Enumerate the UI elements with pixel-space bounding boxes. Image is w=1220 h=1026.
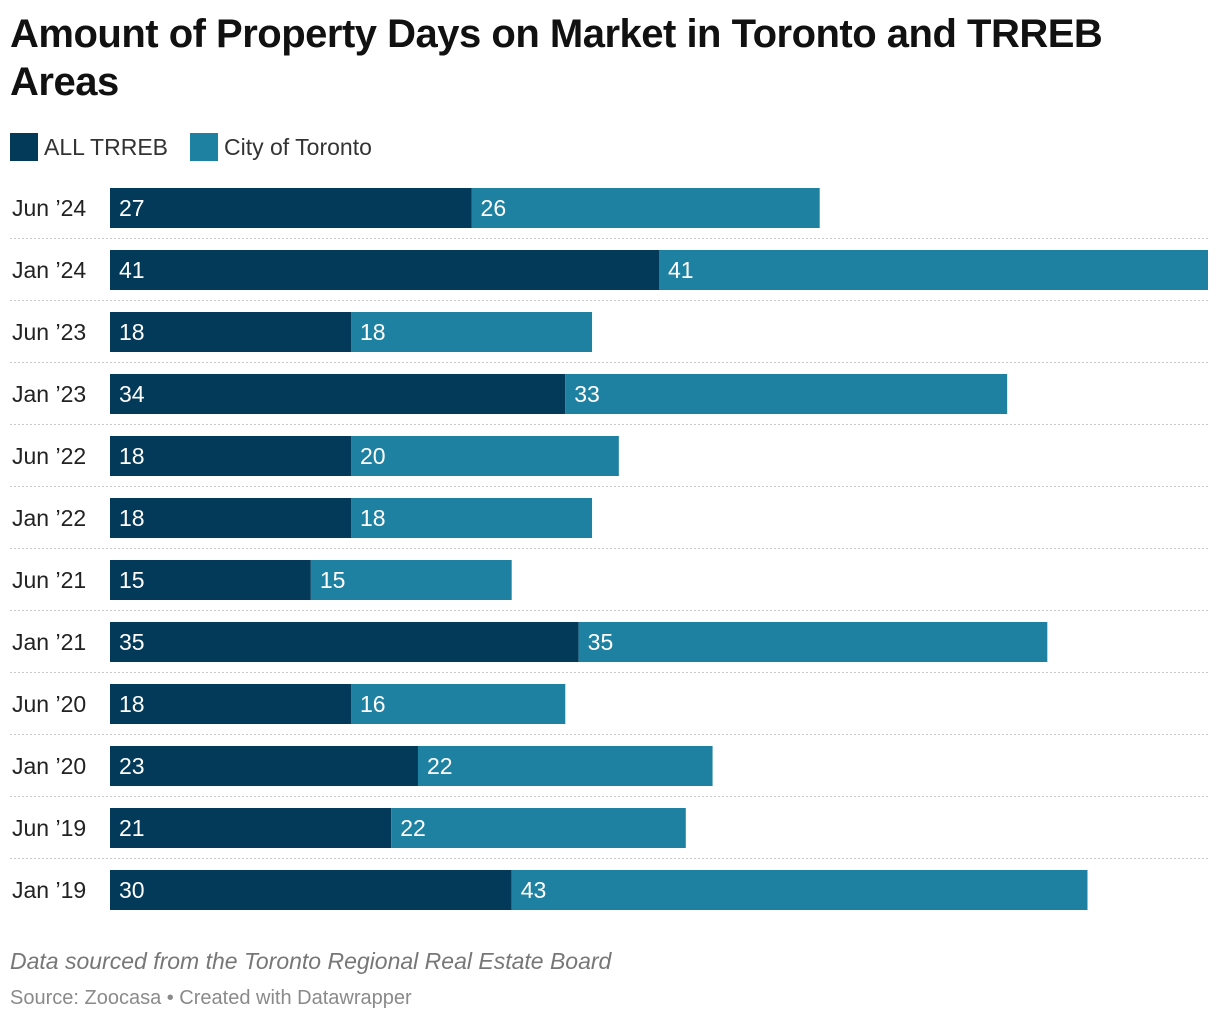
data-label-city-of-toronto-jan-22: 18 bbox=[360, 505, 386, 531]
category-label-jan-22: Jan ’22 bbox=[12, 505, 86, 531]
bar-city-of-toronto-jun-23 bbox=[351, 312, 593, 352]
category-label-jan-20: Jan ’20 bbox=[12, 753, 86, 779]
data-label-all-trreb-jan-22: 18 bbox=[119, 505, 145, 531]
legend-item-city-of-toronto: City of Toronto bbox=[190, 133, 372, 161]
chart-notes: Data sourced from the Toronto Regional R… bbox=[10, 948, 612, 974]
data-label-all-trreb-jun-19: 21 bbox=[119, 815, 145, 841]
category-label-jun-21: Jun ’21 bbox=[12, 567, 86, 593]
data-label-all-trreb-jun-24: 27 bbox=[119, 195, 145, 221]
bar-city-of-toronto-jan-19 bbox=[511, 870, 1088, 910]
data-label-city-of-toronto-jun-22: 20 bbox=[360, 443, 386, 469]
bar-city-of-toronto-jan-22 bbox=[351, 498, 593, 538]
bar-all-trreb-jan-22 bbox=[110, 498, 352, 538]
chart-source: Source: Zoocasa • Created with Datawrapp… bbox=[10, 987, 412, 1009]
data-label-all-trreb-jun-22: 18 bbox=[119, 443, 145, 469]
data-label-all-trreb-jan-20: 23 bbox=[119, 753, 145, 779]
category-label-jun-23: Jun ’23 bbox=[12, 319, 86, 345]
data-label-city-of-toronto-jun-20: 16 bbox=[360, 691, 386, 717]
data-label-all-trreb-jan-24: 41 bbox=[119, 257, 145, 283]
legend-swatch-all-trreb bbox=[10, 133, 38, 161]
bar-all-trreb-jan-20 bbox=[110, 746, 418, 786]
category-label-jan-19: Jan ’19 bbox=[12, 877, 86, 903]
legend-label-city-of-toronto: City of Toronto bbox=[224, 133, 372, 160]
category-label-jan-24: Jan ’24 bbox=[12, 257, 86, 283]
bar-city-of-toronto-jun-24 bbox=[471, 188, 820, 228]
bar-all-trreb-jun-21 bbox=[110, 560, 311, 600]
legend-label-all-trreb: ALL TRREB bbox=[44, 133, 168, 160]
data-label-city-of-toronto-jan-24: 41 bbox=[668, 257, 694, 283]
bar-city-of-toronto-jan-24 bbox=[659, 250, 1208, 290]
bar-city-of-toronto-jun-21 bbox=[310, 560, 512, 600]
data-label-all-trreb-jun-20: 18 bbox=[119, 691, 145, 717]
data-label-all-trreb-jan-19: 30 bbox=[119, 877, 145, 903]
category-label-jun-22: Jun ’22 bbox=[12, 443, 86, 469]
data-label-all-trreb-jun-21: 15 bbox=[119, 567, 145, 593]
bar-city-of-toronto-jun-19 bbox=[391, 808, 686, 848]
data-label-all-trreb-jan-23: 34 bbox=[119, 381, 145, 407]
data-label-all-trreb-jun-23: 18 bbox=[119, 319, 145, 345]
bar-all-trreb-jun-24 bbox=[110, 188, 472, 228]
data-label-city-of-toronto-jan-20: 22 bbox=[427, 753, 453, 779]
legend-swatch-city-of-toronto bbox=[190, 133, 218, 161]
data-label-all-trreb-jan-21: 35 bbox=[119, 629, 145, 655]
bar-all-trreb-jan-19 bbox=[110, 870, 512, 910]
bar-all-trreb-jan-21 bbox=[110, 622, 579, 662]
bar-city-of-toronto-jan-20 bbox=[417, 746, 713, 786]
data-label-city-of-toronto-jun-19: 22 bbox=[400, 815, 426, 841]
data-label-city-of-toronto-jan-19: 43 bbox=[521, 877, 547, 903]
category-label-jun-24: Jun ’24 bbox=[12, 195, 86, 221]
legend: ALL TRREB City of Toronto bbox=[10, 131, 394, 163]
bar-city-of-toronto-jan-23 bbox=[565, 374, 1008, 414]
data-label-city-of-toronto-jan-21: 35 bbox=[588, 629, 614, 655]
data-label-city-of-toronto-jan-23: 33 bbox=[574, 381, 600, 407]
bar-city-of-toronto-jun-20 bbox=[351, 684, 566, 724]
bar-city-of-toronto-jun-22 bbox=[351, 436, 619, 476]
legend-item-all-trreb: ALL TRREB bbox=[10, 133, 168, 161]
data-label-city-of-toronto-jun-21: 15 bbox=[320, 567, 346, 593]
data-label-city-of-toronto-jun-24: 26 bbox=[481, 195, 507, 221]
category-label-jan-21: Jan ’21 bbox=[12, 629, 86, 655]
category-label-jun-19: Jun ’19 bbox=[12, 815, 86, 841]
bar-all-trreb-jan-23 bbox=[110, 374, 566, 414]
bar-all-trreb-jun-19 bbox=[110, 808, 392, 848]
bar-city-of-toronto-jan-21 bbox=[578, 622, 1048, 662]
data-label-city-of-toronto-jun-23: 18 bbox=[360, 319, 386, 345]
chart-title: Amount of Property Days on Market in Tor… bbox=[10, 12, 1103, 104]
bar-all-trreb-jun-22 bbox=[110, 436, 352, 476]
bar-all-trreb-jan-24 bbox=[110, 250, 659, 290]
bar-all-trreb-jun-23 bbox=[110, 312, 352, 352]
stacked-bar-chart: Jun ’24 27 26 Jan ’24 41 41 Jun ’23 18 18 Jan ’23… bbox=[10, 188, 1208, 910]
category-label-jan-23: Jan ’23 bbox=[12, 381, 86, 407]
bar-all-trreb-jun-20 bbox=[110, 684, 352, 724]
category-label-jun-20: Jun ’20 bbox=[12, 691, 86, 717]
